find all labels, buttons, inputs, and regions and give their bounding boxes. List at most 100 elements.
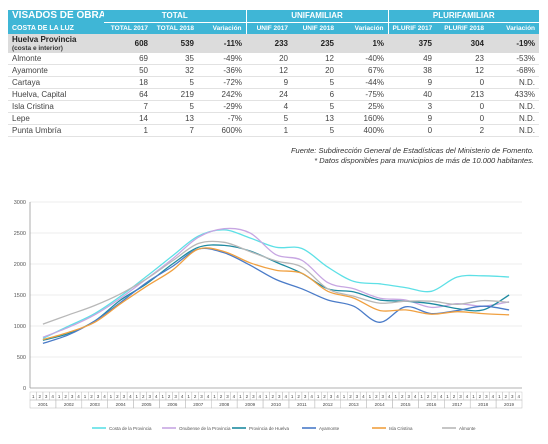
quarter-label: 2 xyxy=(323,394,326,399)
col-header: Variación xyxy=(198,22,247,34)
cell: 5 xyxy=(152,76,198,89)
cell: 38 xyxy=(388,64,437,77)
group-header-plurifamiliar: PLURIFAMILIAR xyxy=(387,10,540,23)
cell: 539 xyxy=(152,34,198,53)
cell: 1 xyxy=(246,124,293,137)
quarter-label: 3 xyxy=(356,394,359,399)
cell: 5 xyxy=(246,112,293,125)
year-label: 2009 xyxy=(245,402,256,407)
legend-label: Almonte xyxy=(459,426,476,431)
source-line: Fuente: Subdirección General de Estadíst… xyxy=(290,146,534,155)
cell: 5 xyxy=(292,76,339,89)
year-label: 2017 xyxy=(452,402,463,407)
year-label: 2006 xyxy=(167,402,178,407)
quarter-label: 4 xyxy=(336,394,339,399)
quarter-label: 1 xyxy=(84,394,87,399)
quarter-label: 3 xyxy=(511,394,514,399)
cell: 433% xyxy=(488,88,540,101)
cell: 242% xyxy=(198,88,247,101)
quarter-label: 2 xyxy=(142,394,145,399)
quarter-label: 2 xyxy=(479,394,482,399)
cell: 0 xyxy=(436,76,489,89)
cell: 5 xyxy=(292,124,339,137)
cell: 20 xyxy=(292,64,339,77)
row-name: Isla Cristina xyxy=(8,100,104,113)
table-row: Almonte 69 35 -49% 20 12 -40% 49 23 -53% xyxy=(8,53,540,65)
table-row-province-note: (costa e interior) xyxy=(8,45,539,53)
quarter-label: 3 xyxy=(200,394,203,399)
quarter-label: 2 xyxy=(90,394,93,399)
col-header: UNIF 2018 xyxy=(292,22,339,34)
province-note: (costa e interior) xyxy=(8,45,104,53)
quarter-label: 3 xyxy=(407,394,410,399)
row-name: Huelva, Capital xyxy=(8,88,104,101)
legend-label: Provincia de Huelva xyxy=(249,426,290,431)
cell: 7 xyxy=(152,124,198,137)
quarter-label: 2 xyxy=(349,394,352,399)
quarter-label: 2 xyxy=(401,394,404,399)
cell: 1 xyxy=(104,124,152,137)
row-name: Cartaya xyxy=(8,76,104,89)
cell: 9 xyxy=(388,76,437,89)
quarter-label: 4 xyxy=(103,394,106,399)
quarter-label: 3 xyxy=(174,394,177,399)
quarter-label: 3 xyxy=(45,394,48,399)
quarter-label: 3 xyxy=(459,394,462,399)
quarter-label: 3 xyxy=(252,394,255,399)
quarter-label: 4 xyxy=(155,394,158,399)
cell: -68% xyxy=(488,64,540,77)
quarter-label: 4 xyxy=(466,394,469,399)
cell: 375 xyxy=(388,34,437,53)
cell: 9 xyxy=(246,76,293,89)
legend-label: Onubense de la Provincia xyxy=(179,426,231,431)
cell: -40% xyxy=(338,53,389,65)
cell: 49 xyxy=(388,53,437,65)
year-label: 2004 xyxy=(116,402,127,407)
series-line xyxy=(42,240,510,325)
table-row: Lepe 14 13 -7% 5 13 160% 9 0 N.D. xyxy=(8,112,540,125)
quarter-label: 4 xyxy=(129,394,132,399)
cell: 12 xyxy=(246,64,293,77)
cell: N.D. xyxy=(488,112,540,125)
quarter-label: 2 xyxy=(38,394,41,399)
legend-label: Costa de la Provincia xyxy=(109,426,152,431)
cell: -72% xyxy=(198,76,247,89)
cell: -53% xyxy=(488,53,540,65)
quarter-label: 2 xyxy=(505,394,508,399)
cell: 18 xyxy=(104,76,152,89)
quarter-label: 1 xyxy=(187,394,190,399)
province-name: Huelva Provincia xyxy=(8,34,104,45)
year-label: 2002 xyxy=(64,402,75,407)
cell: 25% xyxy=(338,100,389,113)
cell: 213 xyxy=(436,88,489,101)
cell: -7% xyxy=(198,112,247,125)
quarter-label: 1 xyxy=(32,394,35,399)
cell: 12 xyxy=(436,64,489,77)
quarter-label: 2 xyxy=(375,394,378,399)
cell: 1% xyxy=(338,34,389,53)
year-label: 2013 xyxy=(349,402,360,407)
quarter-label: 2 xyxy=(220,394,223,399)
row-name: Punta Umbría xyxy=(8,124,104,137)
year-label: 2007 xyxy=(193,402,204,407)
legend-label: Isla Cristina xyxy=(389,426,413,431)
year-label: 2015 xyxy=(400,402,411,407)
quarter-label: 4 xyxy=(414,394,417,399)
cell: 7 xyxy=(104,100,152,113)
cell: -44% xyxy=(338,76,389,89)
cell: 4 xyxy=(246,100,293,113)
quarter-label: 1 xyxy=(446,394,449,399)
group-header-total: TOTAL xyxy=(104,10,247,23)
table-header-groups: VISADOS DE OBRA NUEVA TOTAL UNIFAMILIAR … xyxy=(8,10,540,23)
cell: 13 xyxy=(152,112,198,125)
year-label: 2008 xyxy=(219,402,230,407)
quarter-label: 2 xyxy=(168,394,171,399)
row-name: Almonte xyxy=(8,53,104,65)
cell: N.D. xyxy=(488,76,540,89)
quarter-label: 4 xyxy=(388,394,391,399)
col-header: UNIF 2017 xyxy=(245,22,293,34)
year-label: 2012 xyxy=(323,402,334,407)
quarter-cell xyxy=(515,391,523,401)
quarter-label: 3 xyxy=(71,394,74,399)
